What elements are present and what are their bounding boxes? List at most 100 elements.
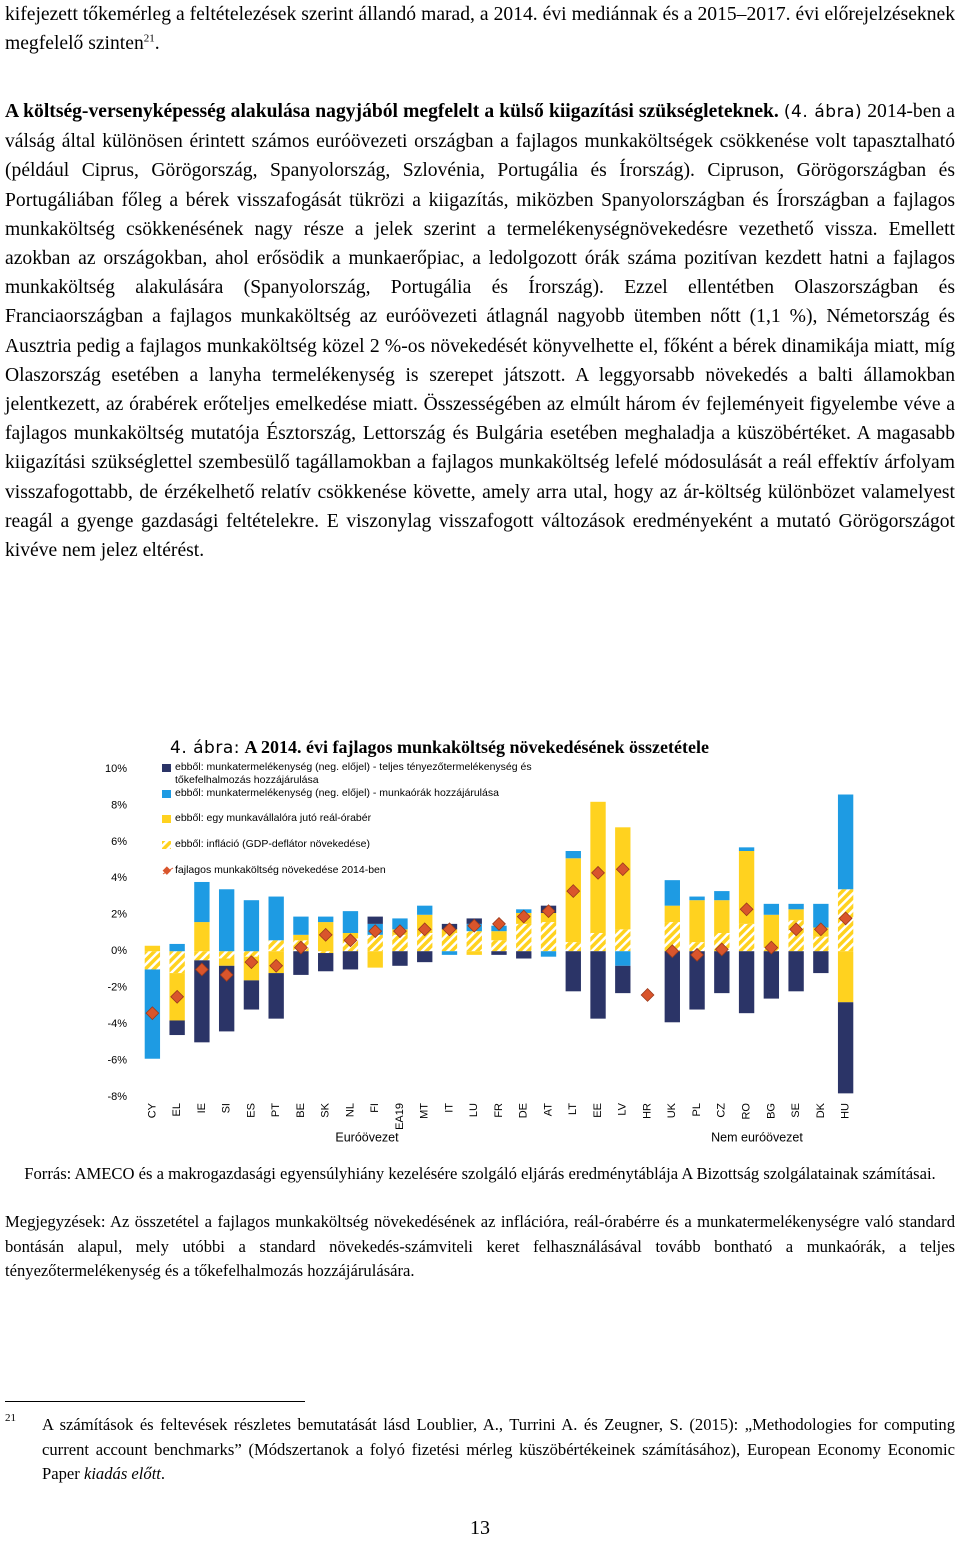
legend-swatch: [162, 764, 171, 772]
footnote-ref: 21: [143, 32, 155, 45]
marker: [838, 911, 853, 926]
footnote: A számítások és feltevések részletes bem…: [42, 1413, 955, 1487]
footnote-number: 21: [5, 1412, 16, 1424]
marker: [417, 922, 432, 937]
bar-segment: [615, 929, 631, 952]
x-tick-label: SE: [790, 1103, 802, 1118]
marker: [145, 1006, 160, 1021]
x-tick-label: BE: [295, 1103, 307, 1118]
x-tick-label: IE: [196, 1103, 208, 1113]
bar-segment: [194, 881, 210, 923]
bar-segment: [565, 851, 581, 859]
bar-segment: [491, 931, 507, 941]
bar-segment: [417, 951, 433, 963]
x-tick-label: CZ: [716, 1103, 728, 1118]
bar-segment: [714, 891, 730, 901]
x-tick-label: EA19: [394, 1103, 406, 1130]
bar-segment: [169, 951, 185, 974]
bar-segment: [367, 951, 383, 968]
y-tick-label: 6%: [111, 836, 127, 848]
text: .: [154, 33, 160, 55]
notes: Megjegyzések: Az összetétel a fajlagos m…: [5, 1212, 955, 1281]
bar-segment: [837, 1002, 854, 1094]
bar-segment: [491, 940, 507, 952]
x-tick-label: EE: [592, 1103, 604, 1118]
footnote-rule: [5, 1401, 305, 1402]
bar-segment: [788, 951, 804, 992]
x-tick-label: LT: [567, 1103, 579, 1115]
bar-segment: [318, 953, 334, 972]
marker: [318, 927, 333, 942]
x-tick-label: NL: [344, 1103, 356, 1117]
y-tick-label: 0%: [111, 945, 127, 957]
text: A számítások és feltevések részletes bem…: [42, 1415, 955, 1484]
bar-segment: [763, 951, 780, 999]
x-tick-label: PL: [691, 1103, 703, 1116]
legend-entry: fajlagos munkaköltség növekedése 2014-be…: [175, 864, 386, 876]
bar-segment: [417, 933, 433, 952]
bar-segment: [392, 951, 408, 966]
bar-segment: [268, 973, 284, 1019]
x-tick-label: CY: [146, 1102, 158, 1118]
marker: [467, 918, 482, 933]
x-tick-label: PT: [270, 1103, 282, 1117]
bar-segment: [218, 958, 235, 966]
bar-segment: [689, 942, 705, 952]
y-tick-label: -8%: [107, 1091, 127, 1103]
bar-segment: [689, 900, 705, 943]
x-tick-label: BG: [765, 1103, 777, 1119]
bar-segment: [664, 922, 680, 952]
x-tick-label: FR: [493, 1103, 505, 1118]
bar-segment: [664, 951, 680, 1023]
bar-segment: [565, 942, 581, 952]
marker: [516, 909, 531, 924]
bar-segment: [837, 951, 854, 1003]
x-tick-label: DE: [518, 1103, 530, 1118]
x-tick-label: ES: [245, 1103, 257, 1118]
bar-segment: [243, 900, 260, 952]
bar-segment: [763, 903, 780, 915]
bar-segment: [565, 951, 581, 992]
marker: [714, 942, 729, 957]
marker: [615, 862, 630, 877]
x-tick-label: LV: [617, 1102, 629, 1115]
legend-swatch: [162, 866, 172, 875]
bar-segment: [516, 923, 532, 952]
marker: [219, 967, 234, 982]
x-tick-label: UK: [666, 1102, 678, 1118]
bar-segment: [342, 911, 359, 933]
bar-segment: [615, 827, 631, 930]
text: kifejezett tőkemérleg a feltételezések s…: [5, 4, 955, 55]
text: 2014-ben a válság által különösen érinte…: [5, 101, 956, 562]
group-label: Nem euróövezet: [711, 1130, 803, 1144]
x-tick-label: HU: [840, 1103, 852, 1119]
bar-segment: [342, 951, 359, 970]
bar-segment: [367, 934, 383, 952]
marker: [244, 955, 259, 970]
x-tick-label: LU: [468, 1103, 480, 1117]
bar-segment: [441, 951, 458, 955]
marker: [492, 916, 506, 931]
y-tick-label: -6%: [107, 1054, 127, 1066]
bar-segment: [194, 922, 210, 952]
x-tick-label: RO: [740, 1103, 752, 1120]
bar-segment: [813, 936, 829, 952]
marker: [170, 989, 185, 1004]
marker: [739, 902, 754, 917]
bar-segment: [318, 951, 334, 954]
bar-segment: [218, 889, 235, 952]
group-label: Euróövezet: [335, 1130, 399, 1144]
x-tick-label: SK: [320, 1102, 332, 1117]
bar-segment: [144, 951, 161, 970]
bar-segment: [144, 945, 161, 952]
x-tick-label: SI: [221, 1103, 233, 1113]
bar-segment: [441, 933, 458, 952]
bar-segment: [516, 951, 532, 959]
bar-segment: [837, 794, 854, 890]
bar-segment: [689, 951, 705, 1010]
bar-segment: [318, 916, 334, 923]
y-tick-label: -4%: [107, 1018, 127, 1030]
legend-swatch: [162, 841, 171, 849]
bar-segment: [664, 880, 680, 906]
x-tick-label: EL: [171, 1103, 183, 1116]
